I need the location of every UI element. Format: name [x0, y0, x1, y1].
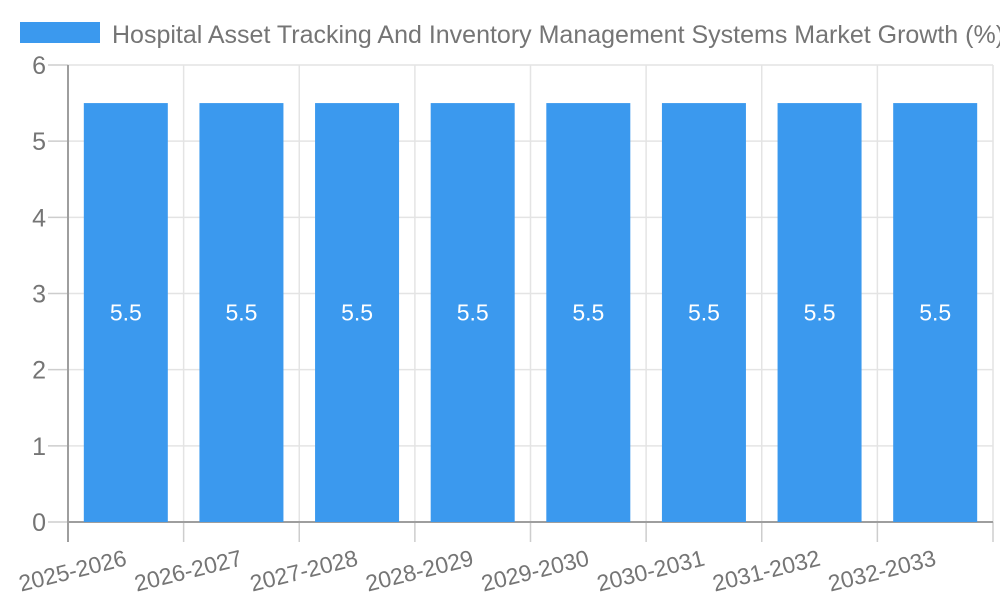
- legend[interactable]: Hospital Asset Tracking And Inventory Ma…: [20, 21, 1000, 49]
- y-axis-label: 5: [32, 128, 46, 156]
- y-axis-label: 6: [32, 52, 46, 80]
- plot-area: 0 1 2 3 4 5 6 5.5 2025-2026 5.5 2026-2027 5.5 2027-2…: [16, 52, 994, 597]
- legend-swatch[interactable]: [20, 22, 100, 43]
- bar-2026-2027[interactable]: [199, 103, 284, 522]
- bar-2028-2029[interactable]: [430, 103, 515, 522]
- x-axis-label: 2030-2031: [594, 545, 707, 597]
- bar-2029-2030[interactable]: [546, 103, 631, 522]
- y-axis-label: 0: [32, 509, 46, 537]
- x-axis-label: 2025-2026: [16, 545, 129, 597]
- bar-2031-2032[interactable]: [777, 103, 862, 522]
- x-axis-label: 2029-2030: [478, 545, 591, 597]
- x-axis-label: 2027-2028: [247, 545, 360, 597]
- bar-2030-2031[interactable]: [661, 103, 746, 522]
- x-axis-label: 2028-2029: [363, 545, 476, 597]
- x-axis-label: 2032-2033: [825, 545, 938, 597]
- x-axis-label: 2026-2027: [132, 545, 245, 597]
- bar-value-label: 5.5: [457, 300, 489, 326]
- x-axis-label: 2031-2032: [710, 545, 823, 597]
- bar-value-label: 5.5: [572, 300, 604, 326]
- bar-value-label: 5.5: [110, 300, 142, 326]
- y-axis-label: 4: [32, 204, 46, 232]
- bar-2032-2033[interactable]: [893, 103, 978, 522]
- y-axis-label: 3: [32, 281, 46, 309]
- bar-2025-2026[interactable]: [83, 103, 168, 522]
- legend-label: Hospital Asset Tracking And Inventory Ma…: [112, 21, 1000, 49]
- bar-value-label: 5.5: [225, 300, 257, 326]
- bar-2027-2028[interactable]: [315, 103, 400, 522]
- bar-value-label: 5.5: [919, 300, 951, 326]
- y-axis-label: 2: [32, 357, 46, 385]
- bar-value-label: 5.5: [688, 300, 720, 326]
- bar-value-label: 5.5: [804, 300, 836, 326]
- bar-value-label: 5.5: [341, 300, 373, 326]
- y-axis-label: 1: [32, 433, 46, 461]
